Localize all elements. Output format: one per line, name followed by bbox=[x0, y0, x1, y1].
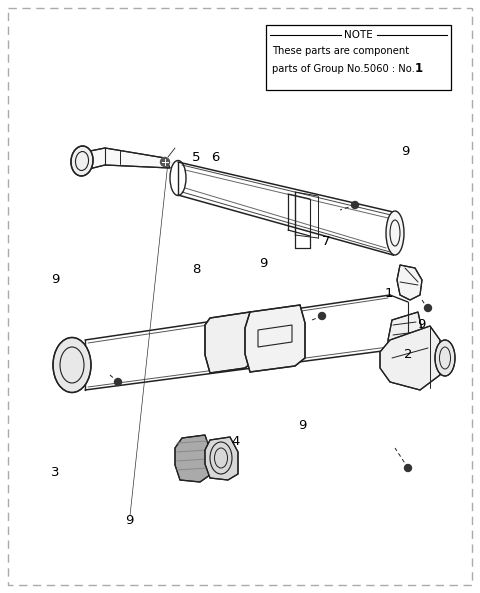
Text: 9: 9 bbox=[51, 273, 60, 286]
Text: 9: 9 bbox=[125, 514, 134, 527]
Text: 1: 1 bbox=[384, 287, 393, 300]
Polygon shape bbox=[397, 265, 422, 300]
Polygon shape bbox=[205, 437, 238, 480]
Text: 6: 6 bbox=[211, 151, 219, 164]
Polygon shape bbox=[85, 148, 170, 170]
Text: 1: 1 bbox=[414, 62, 422, 75]
Ellipse shape bbox=[386, 211, 404, 255]
Text: 9: 9 bbox=[401, 145, 410, 158]
Circle shape bbox=[115, 378, 121, 385]
Polygon shape bbox=[245, 305, 305, 372]
Circle shape bbox=[351, 202, 359, 209]
Text: 5: 5 bbox=[192, 151, 200, 164]
Text: These parts are component: These parts are component bbox=[273, 46, 409, 56]
Polygon shape bbox=[205, 312, 255, 373]
Circle shape bbox=[160, 158, 169, 167]
Ellipse shape bbox=[435, 340, 455, 376]
Text: 2: 2 bbox=[404, 348, 412, 361]
Text: 7: 7 bbox=[322, 235, 331, 248]
Polygon shape bbox=[380, 326, 440, 390]
Text: 3: 3 bbox=[51, 466, 60, 479]
Bar bbox=[266, 25, 451, 90]
Polygon shape bbox=[388, 312, 422, 375]
Polygon shape bbox=[175, 435, 210, 482]
Circle shape bbox=[405, 464, 411, 471]
Circle shape bbox=[319, 313, 325, 320]
Text: 9: 9 bbox=[417, 318, 426, 331]
Text: 4: 4 bbox=[231, 435, 240, 448]
Text: NOTE: NOTE bbox=[345, 30, 373, 40]
Text: 9: 9 bbox=[298, 419, 307, 432]
Ellipse shape bbox=[71, 146, 93, 176]
Text: parts of Group No.5060 : No.: parts of Group No.5060 : No. bbox=[273, 64, 415, 74]
Ellipse shape bbox=[53, 337, 91, 393]
Circle shape bbox=[424, 304, 432, 311]
Text: 8: 8 bbox=[192, 263, 201, 276]
Text: 9: 9 bbox=[259, 257, 267, 270]
